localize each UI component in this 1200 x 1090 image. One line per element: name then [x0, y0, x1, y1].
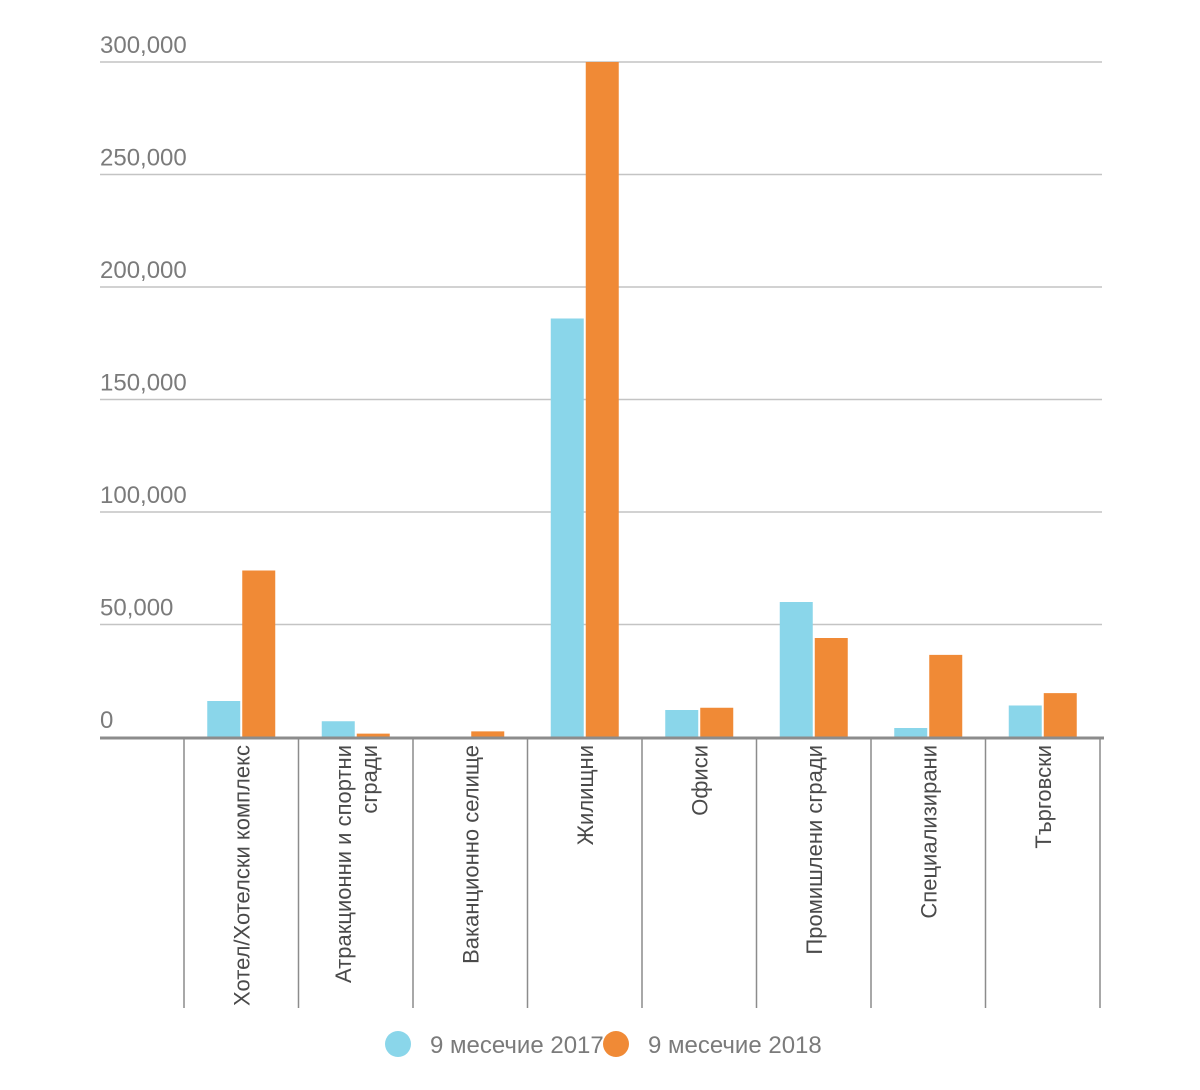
bar-2018-1: [356, 733, 390, 737]
bar-2017-0: [207, 701, 241, 737]
bar-2018-6: [929, 654, 963, 737]
bar-2018-3: [585, 62, 619, 737]
y-tick-label: 50,000: [100, 595, 173, 622]
category-label: Офиси: [687, 745, 712, 816]
category-label: Търговски: [1031, 745, 1056, 849]
bar-2017-7: [1008, 705, 1042, 737]
x-axis: [100, 736, 1104, 1008]
y-tick-label: 150,000: [100, 370, 187, 397]
bar-2018-0: [242, 570, 276, 737]
category-label: Жилищни: [573, 745, 598, 845]
bar-2017-6: [894, 728, 928, 737]
bar-2017-1: [321, 721, 355, 737]
bar-2017-5: [779, 602, 813, 737]
bar-2018-5: [814, 638, 848, 737]
category-label: Атракционни и спортни: [331, 745, 356, 983]
category-label: Промишлени сгради: [802, 745, 827, 955]
bar-2018-7: [1043, 693, 1077, 737]
y-tick-label: 250,000: [100, 145, 187, 172]
legend-label-2018: 9 месечие 2018: [648, 1032, 822, 1059]
legend-marker-2018: [603, 1031, 629, 1057]
category-label: сгради: [357, 745, 382, 814]
category-label: Ваканционно селище: [458, 745, 483, 964]
bar-2018-2: [471, 731, 505, 737]
y-tick-label: 100,000: [100, 482, 187, 509]
y-tick-label: 300,000: [100, 32, 187, 59]
bars: [207, 62, 1077, 737]
y-tick-label: 200,000: [100, 257, 187, 284]
y-axis-tick-labels: 0 50,000 100,000 150,000 200,000 250,000 300,0…: [100, 32, 187, 734]
bar-2017-3: [550, 318, 584, 737]
legend-marker-2017: [385, 1031, 411, 1057]
legend: 9 месечие 2017 9 месечие 2018: [385, 1031, 822, 1059]
y-tick-label: 0: [100, 707, 113, 734]
category-labels: Хотел/Хотелски комплекс Атракционни и спо…: [229, 745, 1056, 1006]
category-label: Специализирани: [916, 745, 941, 919]
category-label: Хотел/Хотелски комплекс: [229, 745, 254, 1006]
bar-2017-4: [665, 710, 699, 737]
legend-label-2017: 9 месечие 2017: [430, 1032, 604, 1059]
bar-2018-4: [700, 707, 734, 737]
